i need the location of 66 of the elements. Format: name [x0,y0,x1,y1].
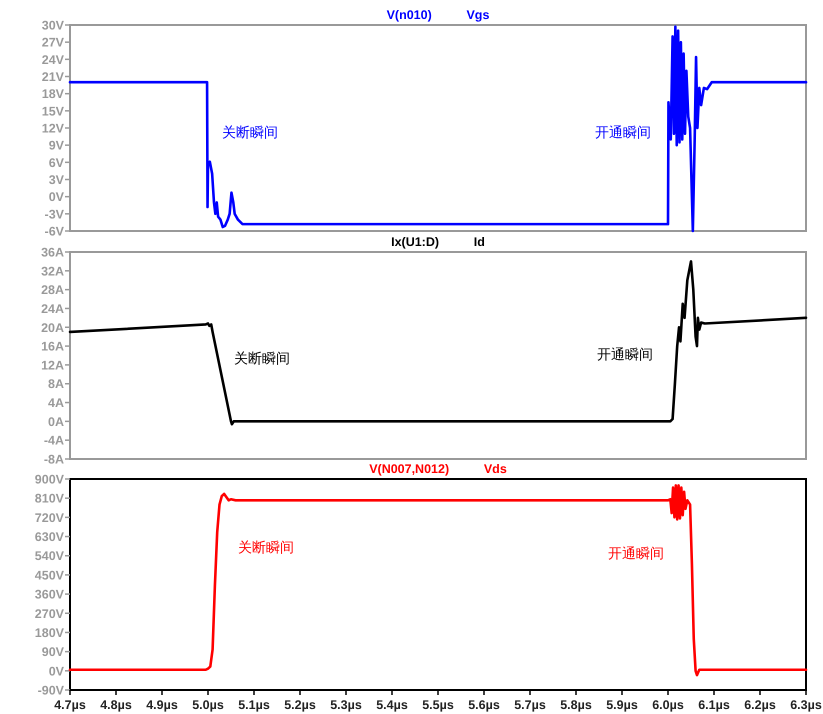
y-tick-label: 20A [41,320,64,335]
y-tick-label: 28A [41,283,64,298]
annotation: 开通瞬间 [608,545,664,561]
x-tick-label: 5.7µs [514,698,546,712]
x-tick-label: 5.4µs [376,698,408,712]
x-tick-label: 4.9µs [146,698,178,712]
y-tick-label: 810V [34,492,65,506]
y-tick-label: -4A [44,434,64,448]
x-tick-label: 4.7µs [54,698,86,712]
y-tick-label: 90V [42,645,65,660]
x-tick-label: 4.8µs [100,698,132,712]
annotation: 关断瞬间 [238,539,294,555]
y-tick-label: -6V [44,224,65,238]
y-tick-label: -8A [44,452,64,466]
y-tick-label: 30V [42,18,65,32]
y-tick-label: 8A [48,377,64,392]
y-tick-label: -3V [44,207,65,222]
x-tick-label: 5.6µs [468,698,500,712]
text: Ix(U1:D) [391,235,440,249]
y-tick-label: 180V [34,626,65,640]
y-tick-label: -90V [38,684,65,698]
annotation: 关断瞬间 [222,124,278,140]
x-tick-label: 5.0µs [192,698,224,712]
text: V(n010) [386,8,432,22]
y-tick-label: 12A [41,358,64,372]
x-tick-label: 5.8µs [560,698,592,712]
y-tick-label: 24V [42,52,65,67]
y-tick-label: 15V [42,104,65,118]
y-tick-label: 18V [42,87,65,102]
y-tick-label: 4A [48,396,64,410]
y-tick-label: 0A [48,414,64,429]
y-tick-label: 21V [42,70,65,84]
chart-title: Id [474,235,485,249]
y-tick-label: 6V [48,156,65,170]
annotation: 关断瞬间 [234,350,290,366]
y-tick-label: 0V [48,190,65,204]
series-label: V(N007,N012) [369,462,450,476]
y-tick-label: 720V [34,510,65,525]
y-tick-label: 360V [34,588,65,602]
annotation: 开通瞬间 [597,346,653,362]
annotation: 开通瞬间 [595,124,651,140]
y-tick-label: 9V [48,138,65,153]
chart-title: Vds [484,462,507,476]
y-tick-label: 16A [41,340,64,354]
y-tick-label: 36A [41,246,64,260]
chart-title: Vgs [466,8,490,22]
y-tick-label: 270V [34,606,65,621]
x-tick-label: 6.0µs [652,698,684,712]
x-tick-label: 6.1µs [698,698,730,712]
x-tick-label: 6.2µs [744,698,776,712]
y-tick-label: 32A [41,264,64,278]
y-tick-label: 450V [34,568,65,582]
y-tick-label: 630V [34,530,65,544]
x-tick-label: 5.1µs [238,698,270,712]
x-tick-label: 5.9µs [606,698,638,712]
y-tick-label: 12V [42,122,65,136]
x-tick-label: 5.5µs [422,698,454,712]
y-tick-label: 3V [48,173,65,187]
x-tick-label: 6.3µs [790,698,822,712]
y-tick-label: 24A [41,302,64,316]
y-tick-label: 540V [34,549,65,564]
y-tick-label: 0V [48,664,65,678]
y-tick-label: 27V [42,36,65,50]
x-tick-label: 5.3µs [330,698,362,712]
x-tick-label: 5.2µs [284,698,316,712]
y-tick-label: 900V [34,472,65,486]
